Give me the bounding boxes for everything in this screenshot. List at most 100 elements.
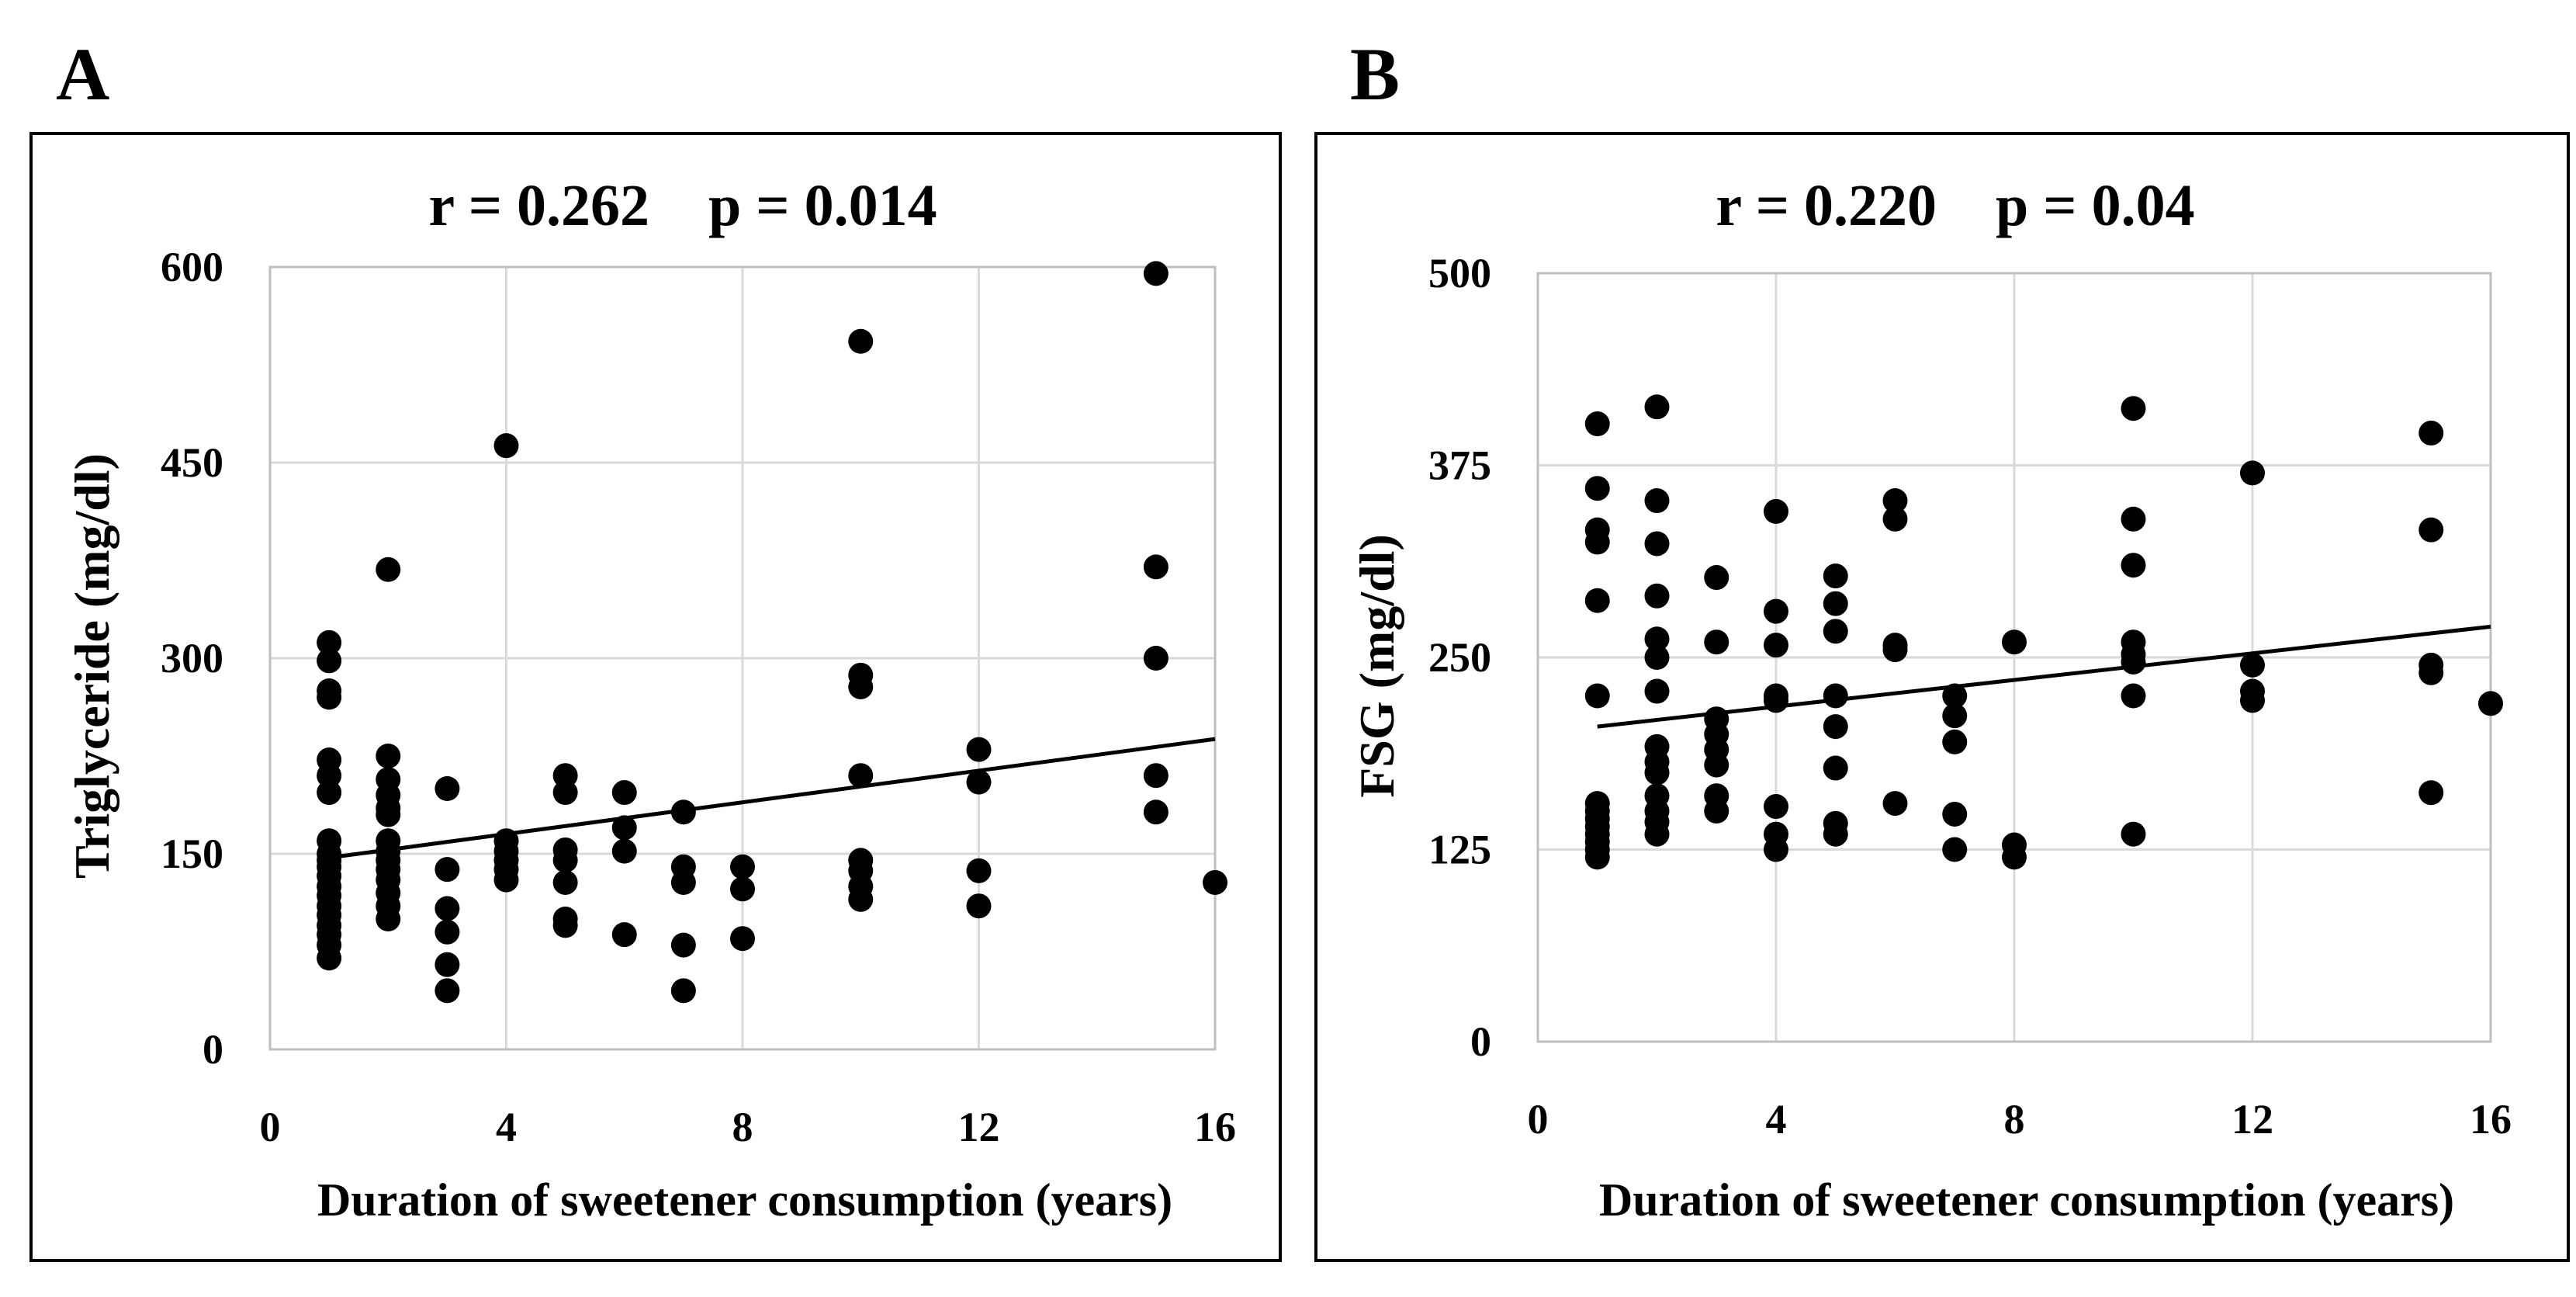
panel-a-data-point — [552, 913, 578, 938]
panel-b-stats: r = 0.220 p = 0.04 — [1716, 173, 2194, 238]
panel-b-data-point — [2002, 844, 2027, 870]
panel-a-data-point — [317, 780, 342, 806]
panel-b-data-point — [1644, 678, 1670, 704]
panel-b-data-point — [1584, 683, 1610, 709]
panel-a-y-axis-label: Triglyceride (mg/dl) — [64, 453, 119, 879]
panel-b-data-point — [1584, 844, 1610, 870]
panel-a-data-point — [611, 838, 637, 864]
panel-b-x-axis-label: Duration of sweetener consumption (years… — [1599, 1174, 2454, 1226]
panel-a-x-tick-label: 4 — [496, 1104, 517, 1150]
panel-b-data-point — [2240, 652, 2265, 678]
panel-b-data-point — [1882, 506, 1908, 532]
panel-b-data-point — [1882, 488, 1908, 514]
panel-a-data-point — [1143, 646, 1169, 671]
panel-b-data-point — [1584, 411, 1610, 437]
panel-a-data-point — [611, 922, 637, 948]
panel-a-data-point — [552, 780, 578, 806]
panel-b-data-point — [1764, 794, 1788, 820]
panel-b-data-point — [2002, 629, 2027, 655]
panel-b-data-point — [1764, 837, 1788, 862]
panel-a-data-point — [1143, 763, 1169, 789]
panel-b-data-point — [1704, 752, 1729, 778]
panel-b-data-point — [1942, 703, 1968, 729]
panel-b-data-point — [2418, 660, 2444, 685]
panel-a-data-point — [670, 869, 696, 895]
panel-a-data-point — [435, 776, 460, 801]
panel-b-data-point — [1764, 633, 1788, 658]
panel-a-letter: A — [56, 33, 109, 116]
panel-b-x-tick-label: 8 — [2004, 1096, 2025, 1143]
panel-b-data-point — [2121, 396, 2146, 421]
panel-b-data-point — [2121, 821, 2146, 847]
panel-b-data-point — [1823, 619, 1848, 644]
panel-a-data-point — [1143, 261, 1169, 286]
panel-a-data-point — [730, 876, 755, 902]
panel-a-data-point — [435, 919, 460, 945]
panel-b-data-point — [1704, 565, 1729, 591]
panel-b-data-point — [2240, 688, 2265, 713]
panel-b-data-point — [1584, 588, 1610, 613]
panel-a-data-point — [1203, 869, 1227, 895]
panel-b-data-point — [1942, 837, 1968, 862]
panel-b-data-point — [1644, 583, 1670, 609]
panel-a-y-tick-label: 0 — [203, 1026, 223, 1073]
panel-a-data-point — [848, 328, 874, 354]
panel-b-data-point — [1823, 755, 1848, 781]
panel-b-data-point — [1823, 564, 1848, 589]
panel-a-data-point — [552, 869, 578, 895]
panel-b-data-point — [1584, 529, 1610, 555]
panel-b-y-tick-label: 125 — [1428, 827, 1491, 873]
panel-b-data-point — [1823, 683, 1848, 709]
panel-b-data-point — [1764, 598, 1788, 624]
panel-a-y-tick-label: 300 — [161, 635, 223, 681]
panel-b-data-point — [2121, 553, 2146, 578]
panel-a-x-tick-label: 0 — [260, 1104, 281, 1150]
panel-b-data-point — [2418, 780, 2444, 806]
panel-b-trendline — [1597, 624, 2491, 729]
panel-a-data-point — [435, 978, 460, 1004]
panel-a-data-point — [376, 802, 401, 827]
panel-b-data-point — [1644, 394, 1670, 420]
panel-b-x-tick-label: 4 — [1766, 1096, 1787, 1143]
panel-a-trendline — [328, 737, 1216, 860]
panel-b-y-axis-label: FSG (mg/dl) — [1349, 534, 1404, 798]
panel-a-x-tick-label: 8 — [732, 1104, 753, 1150]
panel-a-data-point — [966, 858, 992, 883]
panel-a-data-point — [611, 815, 637, 841]
panel-b-data-point — [1644, 531, 1670, 557]
panel-a-data-point — [848, 886, 874, 912]
panel-b-border — [1314, 132, 2570, 1262]
panel-b-x-tick-label: 16 — [2470, 1096, 2512, 1143]
panel-a-data-point — [317, 685, 342, 710]
panel-a-data-point — [848, 674, 874, 699]
panel-a-data-point — [670, 978, 696, 1004]
panel-a-plot-frame — [268, 265, 1217, 1051]
panel-b-data-point — [1644, 488, 1670, 514]
panel-b-data-point — [1644, 626, 1670, 652]
panel-b-data-point — [2121, 683, 2146, 709]
panel-a-data-point — [848, 763, 874, 789]
panel-b-data-point — [1644, 760, 1670, 785]
panel-b: B r = 0.220 p = 0.04 0 125 250 375 500 0 4 8 12 1… — [1314, 33, 2570, 1262]
panel-b-x-tick-label: 0 — [1528, 1096, 1549, 1143]
panel-a-data-point — [966, 737, 992, 762]
panel-a-y-tick-label: 450 — [161, 439, 223, 486]
panel-a-x-tick-label: 12 — [958, 1104, 1000, 1150]
panel-a-data-point — [730, 926, 755, 952]
panel-b-data-point — [1823, 714, 1848, 740]
panel-b-data-point — [1942, 801, 1968, 827]
panel-b-data-point — [2418, 420, 2444, 446]
panel-b-data-point — [1942, 729, 1968, 754]
panel-b-data-point — [1764, 498, 1788, 524]
panel-b-data-point — [2121, 649, 2146, 675]
panel-a-y-tick-label: 150 — [161, 831, 223, 877]
panel-a-data-point — [966, 893, 992, 919]
panel-b-data-point — [1823, 821, 1848, 847]
panel-a-data-point — [435, 952, 460, 977]
panel-a-data-point — [1143, 799, 1169, 825]
panel-b-y-tick-label: 250 — [1428, 634, 1491, 681]
panel-b-data-point — [1644, 645, 1670, 670]
panel-a-data-point — [317, 945, 342, 971]
panel-b-y-tick-label: 0 — [1470, 1018, 1491, 1065]
panel-a-border — [29, 132, 1282, 1262]
